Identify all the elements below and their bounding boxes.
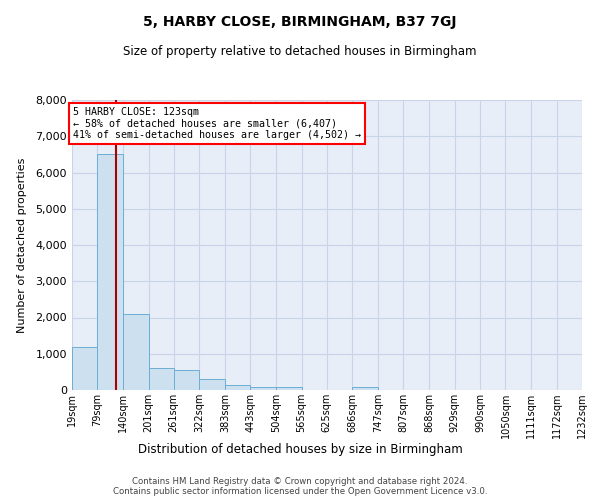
Bar [123, 314, 149, 390]
Bar [250, 386, 276, 390]
Bar [72, 346, 97, 390]
Bar [174, 370, 199, 390]
Bar [199, 379, 225, 390]
Text: Contains HM Land Registry data © Crown copyright and database right 2024.: Contains HM Land Registry data © Crown c… [132, 478, 468, 486]
Text: 5 HARBY CLOSE: 123sqm
← 58% of detached houses are smaller (6,407)
41% of semi-d: 5 HARBY CLOSE: 123sqm ← 58% of detached … [73, 106, 361, 140]
Bar [97, 154, 123, 390]
Bar [149, 368, 174, 390]
Bar [352, 386, 378, 390]
Text: 5, HARBY CLOSE, BIRMINGHAM, B37 7GJ: 5, HARBY CLOSE, BIRMINGHAM, B37 7GJ [143, 15, 457, 29]
Text: Size of property relative to detached houses in Birmingham: Size of property relative to detached ho… [123, 45, 477, 58]
Text: Contains public sector information licensed under the Open Government Licence v3: Contains public sector information licen… [113, 488, 487, 496]
Text: Distribution of detached houses by size in Birmingham: Distribution of detached houses by size … [137, 442, 463, 456]
Y-axis label: Number of detached properties: Number of detached properties [17, 158, 27, 332]
Bar [225, 386, 250, 390]
Bar [276, 386, 302, 390]
